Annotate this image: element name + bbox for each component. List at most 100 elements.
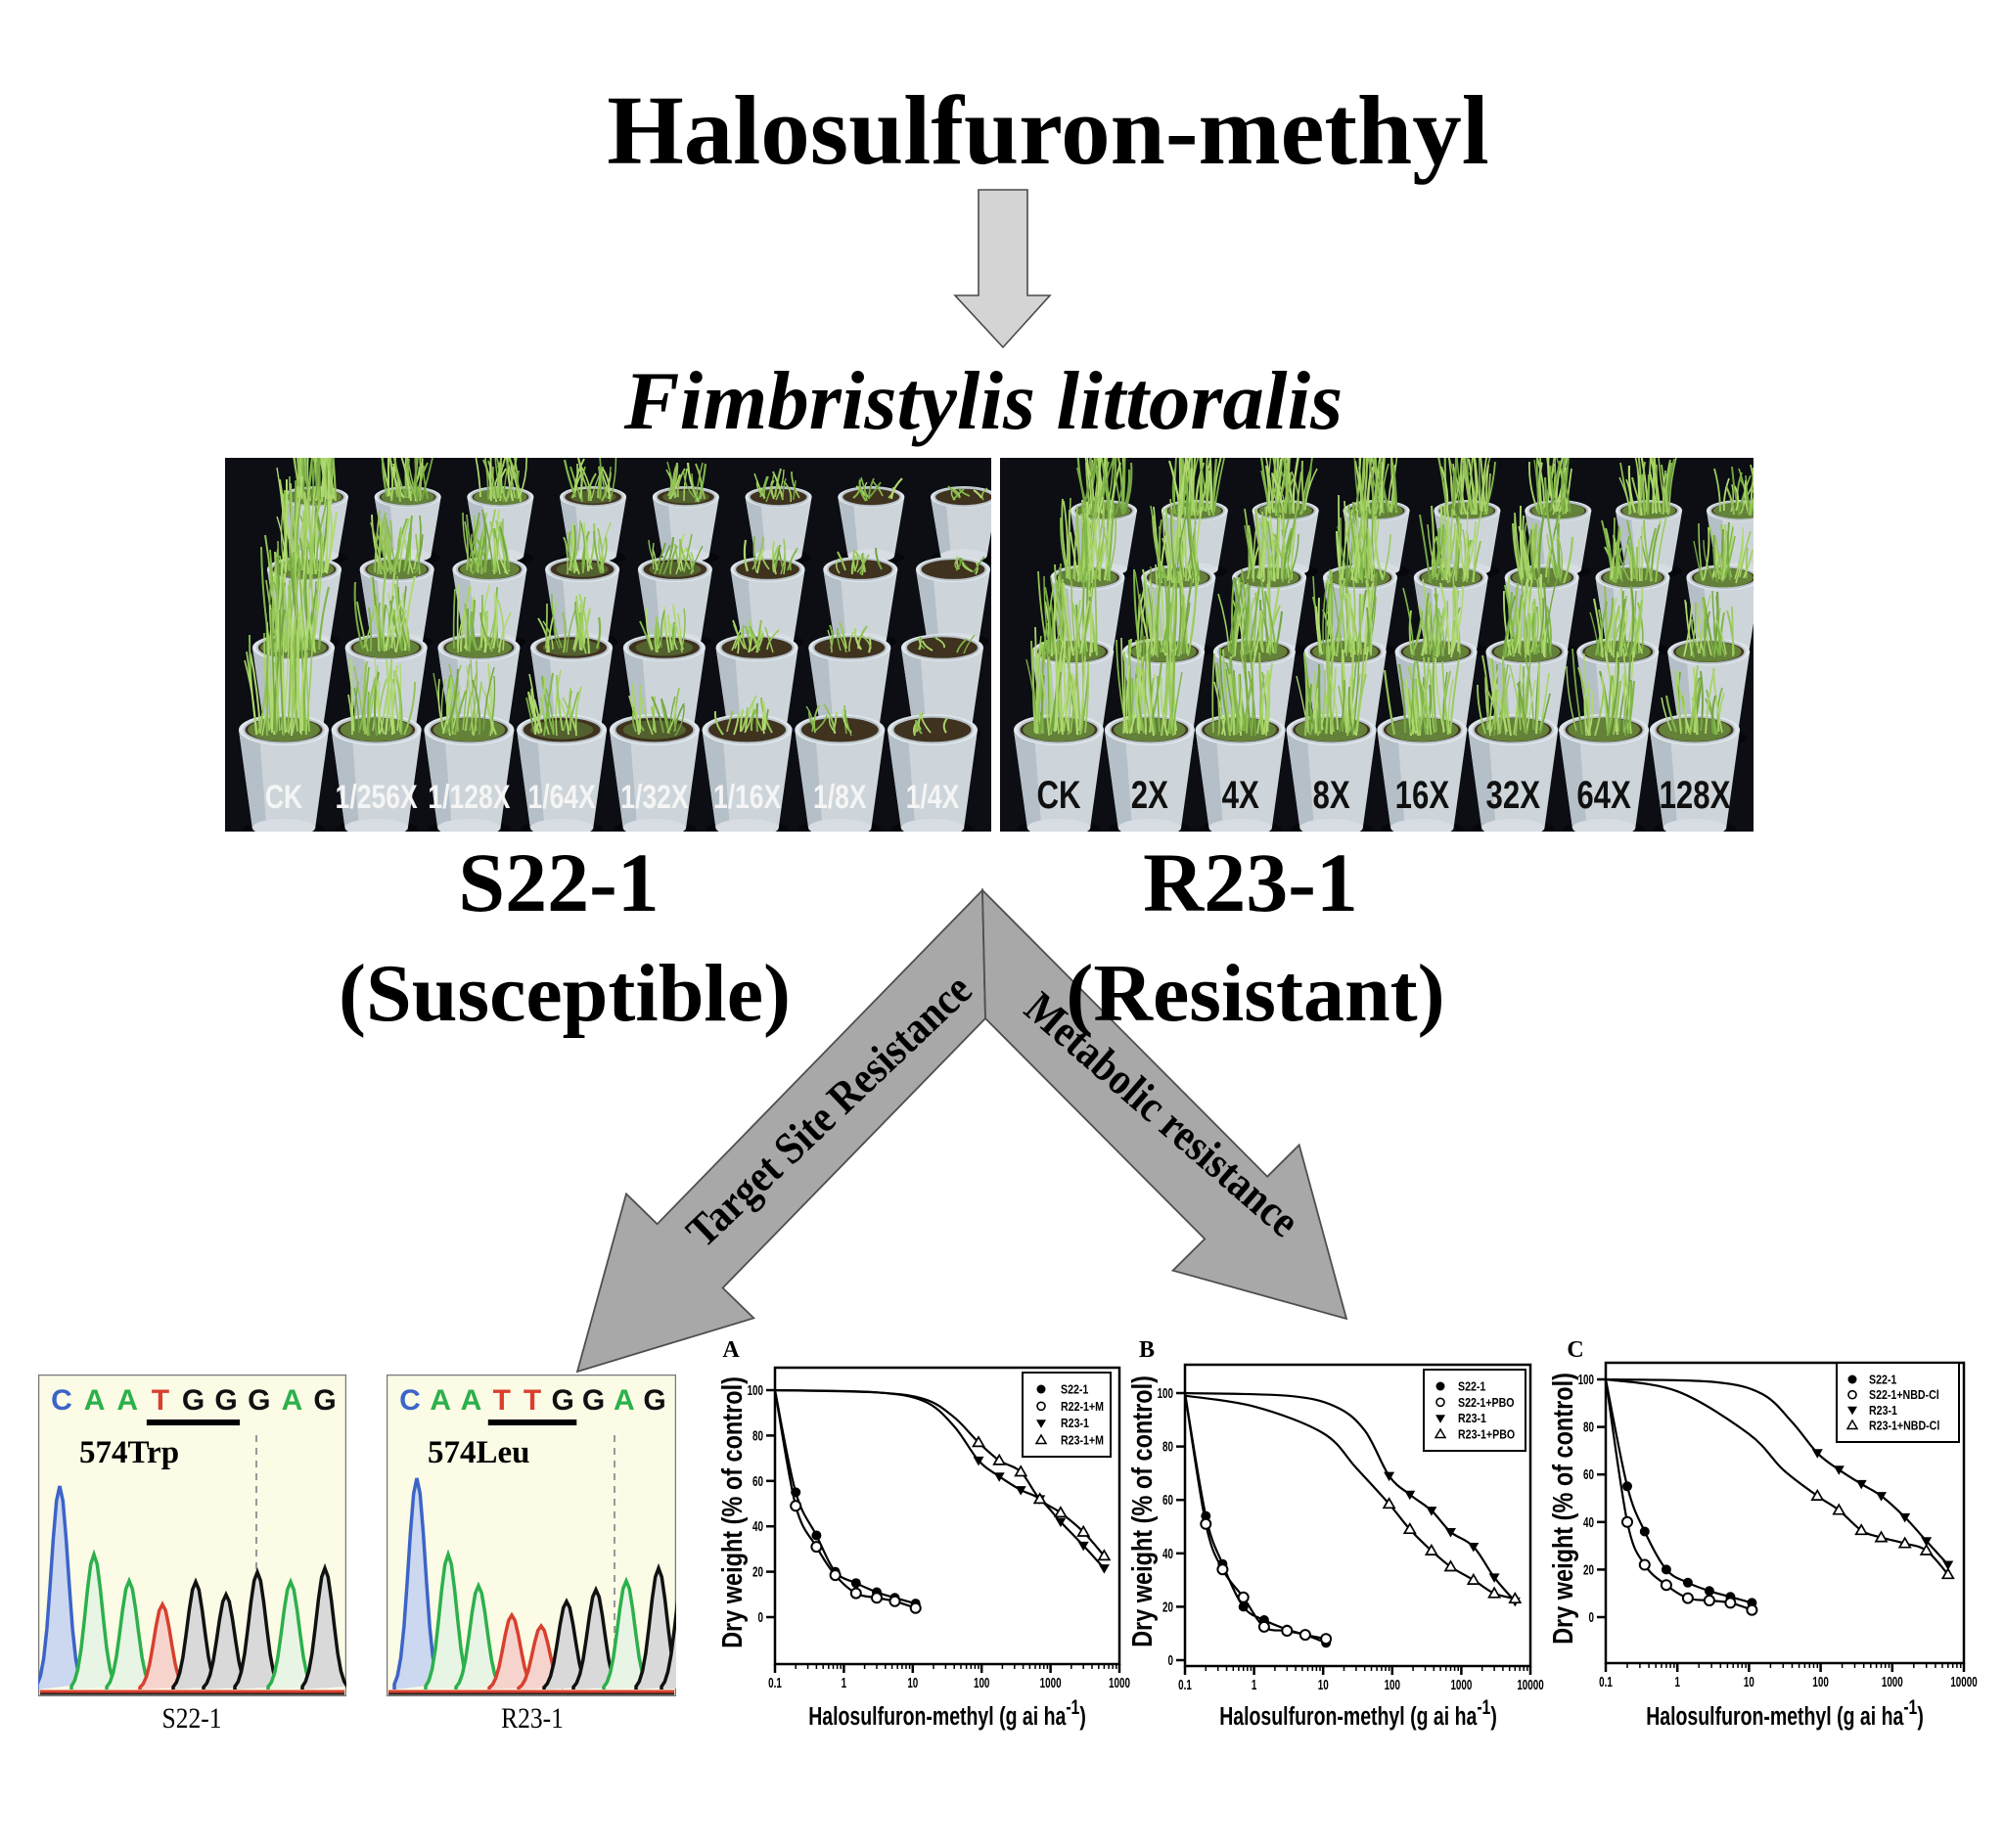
svg-text:R23-1+PBO: R23-1+PBO bbox=[1458, 1428, 1515, 1442]
svg-text:S22-1+PBO: S22-1+PBO bbox=[1458, 1396, 1515, 1410]
svg-text:(Resistant): (Resistant) bbox=[1066, 948, 1444, 1039]
svg-text:Fimbristylis littoralis: Fimbristylis littoralis bbox=[623, 355, 1343, 447]
svg-text:64X: 64X bbox=[1576, 773, 1631, 817]
svg-text:40: 40 bbox=[1583, 1514, 1594, 1530]
svg-text:0: 0 bbox=[758, 1609, 764, 1625]
svg-text:G: G bbox=[214, 1384, 237, 1417]
svg-text:60: 60 bbox=[1162, 1492, 1173, 1508]
svg-text:2X: 2X bbox=[1131, 773, 1168, 817]
svg-text:10000: 10000 bbox=[1517, 1677, 1543, 1692]
svg-text:20: 20 bbox=[1162, 1600, 1173, 1615]
svg-text:10: 10 bbox=[907, 1675, 918, 1690]
svg-text:1: 1 bbox=[1674, 1674, 1680, 1690]
svg-text:4X: 4X bbox=[1222, 773, 1259, 817]
svg-text:32X: 32X bbox=[1486, 773, 1541, 817]
svg-text:G: G bbox=[552, 1384, 574, 1417]
svg-text:8X: 8X bbox=[1313, 773, 1350, 817]
svg-text:G: G bbox=[182, 1384, 205, 1417]
svg-text:A: A bbox=[430, 1384, 451, 1417]
svg-text:Halosulfuron-methyl (g ai ha-1: Halosulfuron-methyl (g ai ha-1) bbox=[808, 1695, 1086, 1731]
svg-text:100: 100 bbox=[1578, 1372, 1595, 1387]
svg-text:S22-1+NBD-Cl: S22-1+NBD-Cl bbox=[1869, 1388, 1939, 1402]
svg-text:40: 40 bbox=[752, 1518, 763, 1534]
svg-text:100: 100 bbox=[1812, 1674, 1829, 1690]
svg-text:100: 100 bbox=[974, 1675, 990, 1690]
svg-text:20: 20 bbox=[1583, 1562, 1594, 1578]
svg-text:A: A bbox=[282, 1384, 303, 1417]
svg-text:1000: 1000 bbox=[1109, 1675, 1130, 1690]
svg-text:A: A bbox=[116, 1384, 138, 1417]
svg-text:S22-1: S22-1 bbox=[162, 1702, 222, 1735]
svg-text:R23-1: R23-1 bbox=[1458, 1412, 1486, 1425]
svg-text:1/256X: 1/256X bbox=[336, 779, 419, 816]
svg-text:S22-1: S22-1 bbox=[458, 835, 659, 929]
svg-text:T: T bbox=[152, 1384, 169, 1417]
svg-text:60: 60 bbox=[1583, 1466, 1594, 1482]
svg-text:574Trp: 574Trp bbox=[79, 1435, 179, 1470]
svg-text:S22-1: S22-1 bbox=[1061, 1383, 1089, 1397]
svg-text:C: C bbox=[1567, 1337, 1583, 1363]
svg-text:C: C bbox=[51, 1384, 72, 1417]
svg-text:128X: 128X bbox=[1660, 773, 1731, 817]
svg-text:R23-1: R23-1 bbox=[501, 1702, 564, 1735]
svg-text:CK: CK bbox=[265, 779, 302, 816]
svg-text:100: 100 bbox=[1158, 1385, 1174, 1401]
svg-text:100: 100 bbox=[748, 1382, 764, 1398]
svg-text:1/64X: 1/64X bbox=[527, 779, 596, 816]
svg-text:574Leu: 574Leu bbox=[428, 1435, 530, 1470]
svg-text:0: 0 bbox=[1589, 1609, 1595, 1625]
svg-text:20: 20 bbox=[752, 1564, 763, 1580]
svg-text:1000: 1000 bbox=[1450, 1677, 1472, 1692]
svg-text:R23-1: R23-1 bbox=[1869, 1404, 1897, 1418]
svg-text:80: 80 bbox=[752, 1428, 763, 1444]
svg-text:S22-1: S22-1 bbox=[1869, 1374, 1897, 1387]
svg-text:G: G bbox=[582, 1384, 605, 1417]
svg-text:Dry weight (% of control): Dry weight (% of control) bbox=[1547, 1373, 1579, 1645]
svg-text:Halosulfuron-methyl (g ai ha-1: Halosulfuron-methyl (g ai ha-1) bbox=[1646, 1695, 1924, 1731]
svg-text:R22-1+M: R22-1+M bbox=[1061, 1400, 1104, 1414]
svg-text:100: 100 bbox=[1385, 1677, 1401, 1692]
svg-text:S22-1: S22-1 bbox=[1458, 1380, 1486, 1394]
svg-text:Halosulfuron-methyl (g ai ha-1: Halosulfuron-methyl (g ai ha-1) bbox=[1219, 1695, 1497, 1731]
svg-text:A: A bbox=[722, 1337, 740, 1363]
svg-text:R23-1+NBD-Cl: R23-1+NBD-Cl bbox=[1869, 1420, 1939, 1433]
svg-text:80: 80 bbox=[1583, 1420, 1594, 1435]
svg-text:T: T bbox=[493, 1384, 511, 1417]
svg-text:A: A bbox=[614, 1384, 635, 1417]
svg-text:1: 1 bbox=[842, 1675, 847, 1690]
svg-text:Halosulfuron-methyl: Halosulfuron-methyl bbox=[607, 75, 1489, 185]
svg-text:1/128X: 1/128X bbox=[428, 779, 511, 816]
svg-text:10: 10 bbox=[1744, 1674, 1754, 1690]
svg-text:Dry weight (% of control): Dry weight (% of control) bbox=[716, 1376, 749, 1648]
svg-text:1/8X: 1/8X bbox=[813, 779, 867, 816]
svg-text:A: A bbox=[84, 1384, 106, 1417]
svg-text:G: G bbox=[643, 1384, 665, 1417]
svg-text:10000: 10000 bbox=[1950, 1674, 1977, 1690]
svg-text:(Susceptible): (Susceptible) bbox=[339, 948, 791, 1039]
svg-text:T: T bbox=[524, 1384, 541, 1417]
svg-text:0.1: 0.1 bbox=[1599, 1674, 1613, 1690]
svg-text:80: 80 bbox=[1162, 1439, 1173, 1455]
svg-text:10: 10 bbox=[1318, 1677, 1329, 1692]
svg-text:1: 1 bbox=[1252, 1677, 1257, 1692]
svg-text:40: 40 bbox=[1162, 1546, 1173, 1561]
svg-text:16X: 16X bbox=[1395, 773, 1450, 817]
svg-text:G: G bbox=[313, 1384, 336, 1417]
svg-text:R23-1: R23-1 bbox=[1143, 835, 1358, 929]
svg-text:CK: CK bbox=[1036, 773, 1080, 817]
svg-text:0: 0 bbox=[1168, 1652, 1174, 1668]
svg-text:0.1: 0.1 bbox=[768, 1675, 782, 1690]
svg-text:R23-1+M: R23-1+M bbox=[1061, 1434, 1104, 1448]
svg-text:G: G bbox=[248, 1384, 270, 1417]
svg-text:A: A bbox=[461, 1384, 482, 1417]
svg-text:0.1: 0.1 bbox=[1178, 1677, 1192, 1692]
svg-text:1000: 1000 bbox=[1040, 1675, 1062, 1690]
svg-text:1/16X: 1/16X bbox=[713, 779, 782, 816]
svg-text:C: C bbox=[399, 1384, 421, 1417]
svg-text:1/4X: 1/4X bbox=[906, 779, 960, 816]
svg-text:1/32X: 1/32X bbox=[620, 779, 689, 816]
svg-text:R23-1: R23-1 bbox=[1061, 1417, 1089, 1430]
svg-text:B: B bbox=[1139, 1337, 1155, 1363]
svg-text:60: 60 bbox=[752, 1473, 763, 1489]
svg-text:1000: 1000 bbox=[1882, 1674, 1903, 1690]
